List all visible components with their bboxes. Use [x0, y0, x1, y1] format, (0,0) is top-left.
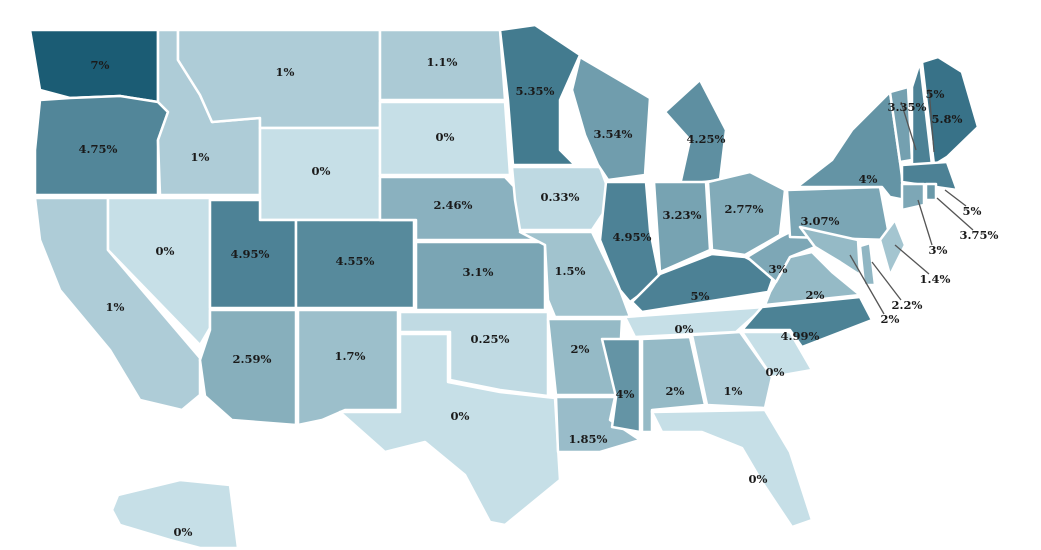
- state-label-co: 4.55%: [336, 254, 375, 268]
- state-label-ms: 4%: [616, 387, 635, 401]
- state-label-in: 3.23%: [663, 208, 702, 222]
- state-mo: [518, 230, 632, 319]
- leader-line-md: [849, 254, 885, 315]
- state-sd: [378, 100, 512, 177]
- state-label-oh: 2.77%: [725, 202, 764, 216]
- state-label-ma: 5%: [963, 204, 982, 218]
- state-label-il: 4.95%: [613, 230, 652, 244]
- state-oh: [706, 170, 787, 257]
- state-label-ny: 4%: [859, 172, 878, 186]
- state-label-nd: 1.1%: [427, 55, 458, 69]
- leader-line-nj: [894, 244, 930, 275]
- state-label-ar: 2%: [571, 342, 590, 356]
- state-label-vt: 3.35%: [888, 100, 927, 114]
- state-label-wa: 7%: [91, 58, 110, 72]
- state-label-ga: 1%: [724, 384, 743, 398]
- state-label-tx: 0%: [451, 409, 470, 423]
- state-mn: [498, 23, 582, 167]
- state-label-ok: 0.25%: [471, 332, 510, 346]
- state-label-ak: 0%: [174, 525, 193, 539]
- state-label-va: 2%: [806, 288, 825, 302]
- leader-line-ma: [944, 189, 967, 207]
- state-label-or: 4.75%: [79, 142, 118, 156]
- state-mt: [176, 28, 382, 130]
- state-label-ut: 4.95%: [231, 247, 270, 261]
- state-label-id: 1%: [191, 150, 210, 164]
- state-label-wy: 0%: [312, 164, 331, 178]
- state-nj: [878, 218, 907, 277]
- state-label-sc: 0%: [766, 365, 785, 379]
- state-wi: [570, 55, 652, 182]
- state-nm: [296, 308, 400, 427]
- state-label-nc: 4.99%: [781, 329, 820, 343]
- state-fl: [650, 408, 814, 529]
- state-label-mi: 4.25%: [687, 132, 726, 146]
- state-nc: [740, 295, 874, 349]
- leader-line-nh: [928, 88, 935, 153]
- state-sc: [740, 330, 814, 379]
- state-ne: [378, 175, 542, 242]
- leader-line-ct: [917, 199, 933, 246]
- leader-line-vt: [900, 101, 917, 151]
- state-label-sd: 0%: [436, 130, 455, 144]
- state-ct: [900, 182, 926, 212]
- state-label-ri: 3.75%: [960, 228, 999, 242]
- leader-line-de: [871, 261, 902, 301]
- state-de: [858, 241, 877, 287]
- state-ri: [924, 182, 938, 202]
- state-label-ca: 1%: [106, 300, 125, 314]
- state-label-ky: 5%: [691, 289, 710, 303]
- state-nv: [106, 196, 212, 347]
- state-label-al: 2%: [666, 384, 685, 398]
- state-label-ne: 2.46%: [434, 198, 473, 212]
- state-label-mt: 1%: [276, 65, 295, 79]
- state-label-la: 1.85%: [569, 432, 608, 446]
- state-az: [198, 308, 298, 427]
- state-label-nv: 0%: [156, 244, 175, 258]
- state-label-nj: 1.4%: [920, 272, 951, 286]
- state-label-wi: 3.54%: [594, 127, 633, 141]
- state-al: [640, 335, 707, 434]
- state-label-fl: 0%: [749, 472, 768, 486]
- leader-line-ri: [936, 197, 974, 231]
- state-label-pa: 3.07%: [801, 214, 840, 228]
- state-label-ks: 3.1%: [463, 265, 494, 279]
- state-nd: [378, 28, 507, 102]
- state-co: [294, 218, 416, 310]
- state-label-az: 2.59%: [233, 352, 272, 366]
- state-label-nm: 1.7%: [335, 349, 366, 363]
- state-ga: [690, 330, 774, 410]
- state-md: [798, 225, 862, 277]
- state-in: [652, 180, 712, 274]
- state-ks: [414, 240, 547, 312]
- state-label-md: 2%: [881, 312, 900, 326]
- state-ms: [600, 337, 642, 434]
- state-label-mo: 1.5%: [555, 264, 586, 278]
- state-label-tn: 0%: [675, 322, 694, 336]
- state-label-ct: 3%: [929, 243, 948, 257]
- state-label-mn: 5.35%: [516, 84, 555, 98]
- state-ak: [110, 478, 240, 550]
- state-label-wv: 3%: [769, 262, 788, 276]
- state-label-me: 5.8%: [932, 112, 963, 126]
- state-label-de: 2.2%: [892, 298, 923, 312]
- state-label-nh: 5%: [926, 87, 945, 101]
- state-label-ia: 0.33%: [541, 190, 580, 204]
